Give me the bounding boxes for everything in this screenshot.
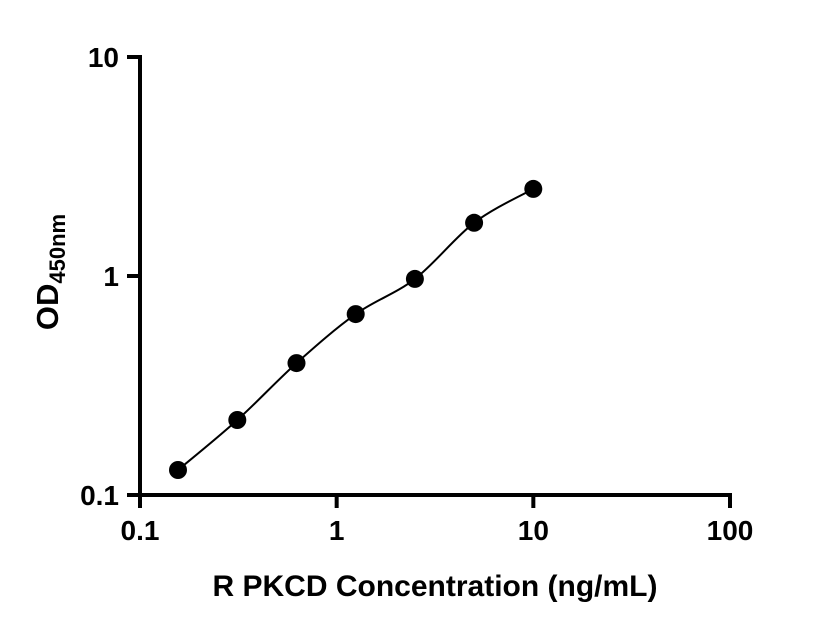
y-tick-label: 0.1 bbox=[80, 480, 119, 511]
data-point bbox=[346, 305, 365, 324]
y-tick-label: 10 bbox=[88, 42, 119, 73]
data-point bbox=[465, 213, 484, 232]
data-point bbox=[169, 461, 187, 479]
x-tick-label: 10 bbox=[518, 515, 549, 546]
data-point bbox=[287, 354, 306, 373]
y-axis-title-sub: 450nm bbox=[45, 213, 70, 284]
data-point bbox=[228, 411, 247, 429]
data-point bbox=[405, 269, 424, 288]
y-axis-title: OD450nm bbox=[28, 152, 70, 392]
data-point bbox=[524, 179, 543, 198]
x-tick-label: 0.1 bbox=[121, 515, 160, 546]
x-tick-label: 100 bbox=[707, 515, 754, 546]
x-tick-label: 1 bbox=[329, 515, 345, 546]
y-tick-label: 1 bbox=[103, 261, 119, 292]
x-axis-title: R PKCD Concentration (ng/mL) bbox=[212, 570, 658, 603]
curve-line bbox=[177, 188, 534, 471]
y-axis-title-main: OD bbox=[30, 283, 65, 331]
